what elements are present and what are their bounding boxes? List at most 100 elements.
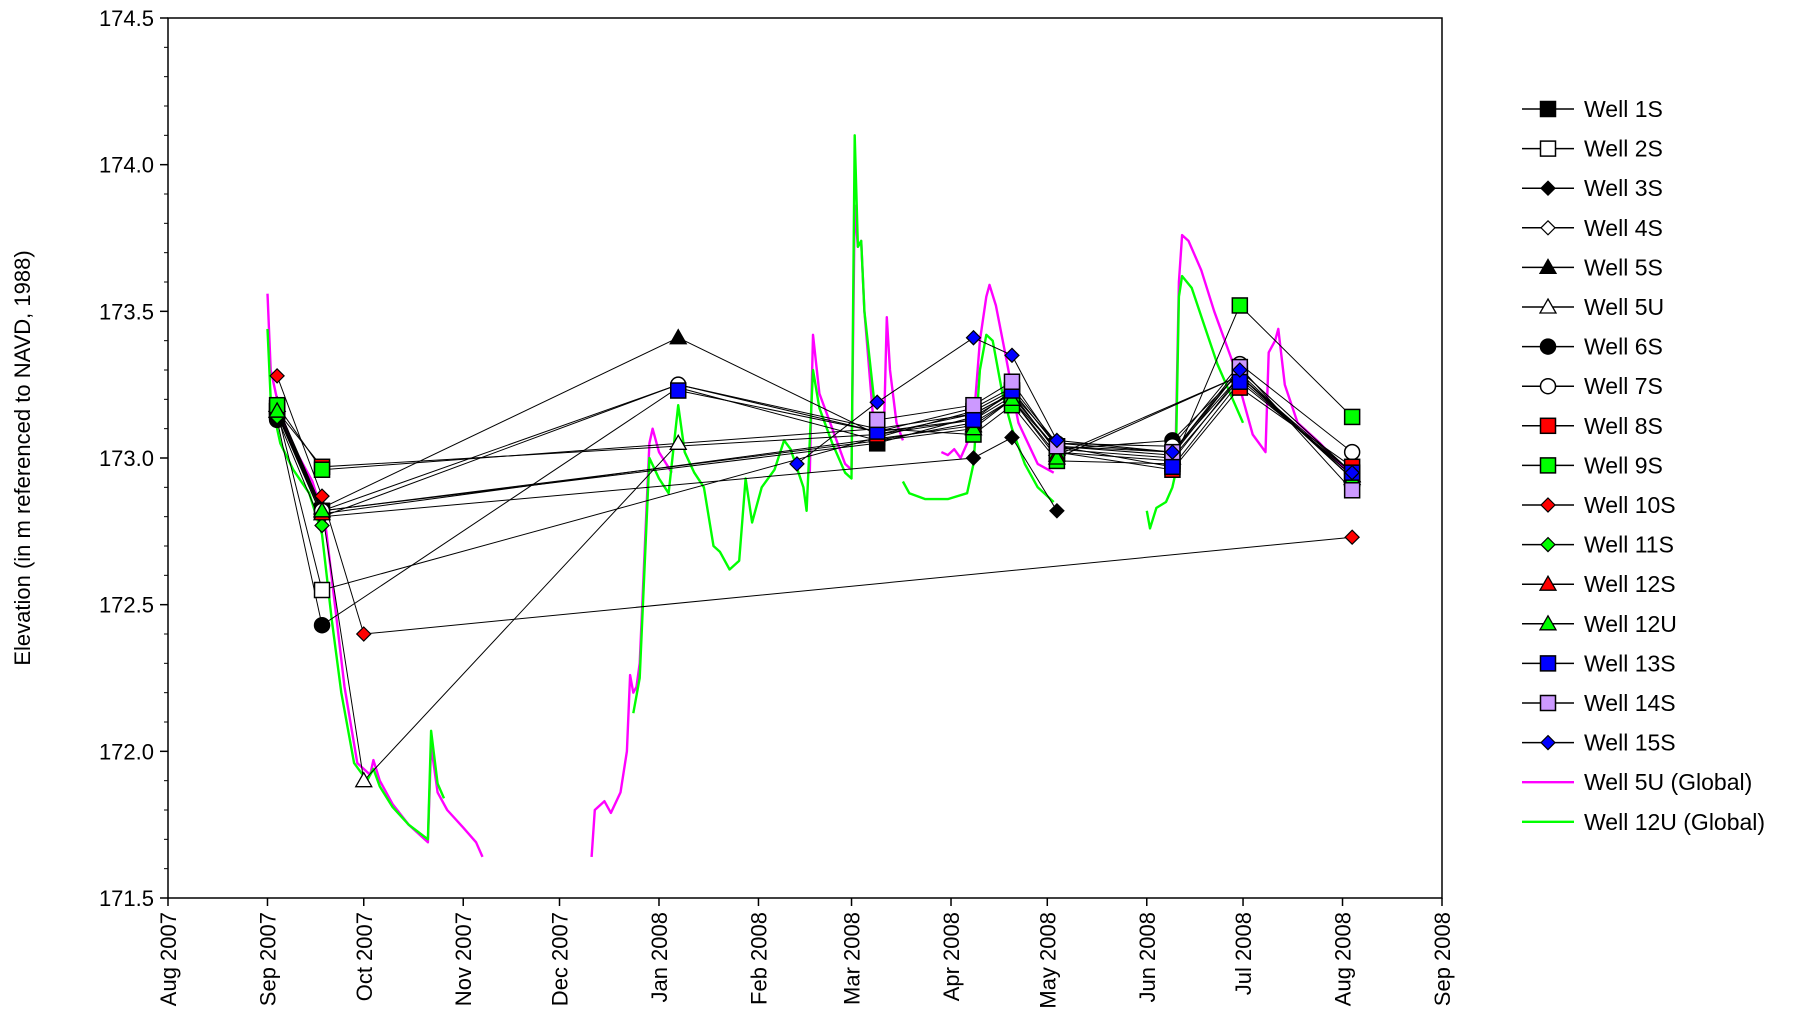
legend-item-well-5s: Well 5S bbox=[1522, 254, 1663, 280]
y-tick-label: 171.5 bbox=[99, 886, 154, 911]
legend-label: Well 3S bbox=[1584, 175, 1663, 201]
x-tick-label: Jun 2008 bbox=[1135, 912, 1160, 1003]
legend-label: Well 10S bbox=[1584, 492, 1676, 518]
series-line bbox=[901, 333, 1055, 503]
legend-label: Well 5U bbox=[1584, 294, 1664, 320]
data-point bbox=[269, 368, 285, 384]
data-point bbox=[669, 434, 688, 450]
x-tick-label: Apr 2008 bbox=[939, 912, 964, 1001]
legend-label: Well 11S bbox=[1584, 532, 1674, 558]
x-tick-label: Sep 2007 bbox=[255, 912, 280, 1006]
legend-item-well-7s: Well 7S bbox=[1522, 373, 1663, 399]
data-point bbox=[1049, 502, 1065, 519]
x-tick-label: May 2008 bbox=[1035, 912, 1060, 1009]
data-point bbox=[1343, 482, 1361, 499]
series-line bbox=[1145, 274, 1245, 530]
series-line bbox=[590, 427, 673, 857]
data-point bbox=[313, 581, 331, 599]
legend-item-well-10s: Well 10S bbox=[1522, 492, 1676, 518]
series-well-10s bbox=[276, 375, 1353, 635]
data-point bbox=[1231, 297, 1249, 314]
data-point bbox=[965, 329, 982, 346]
legend-label: Well 4S bbox=[1584, 215, 1663, 241]
legend-item-well-15s: Well 15S bbox=[1522, 730, 1676, 756]
x-tick-label: Oct 2007 bbox=[352, 912, 377, 1001]
legend-label: Well 9S bbox=[1584, 452, 1663, 478]
data-point bbox=[965, 396, 982, 414]
series-line bbox=[632, 134, 876, 714]
data-point bbox=[1344, 464, 1360, 481]
series-well-12s bbox=[276, 375, 1353, 515]
legend-item-well-14s: Well 14S bbox=[1522, 690, 1676, 716]
series-connector bbox=[276, 363, 1353, 512]
legend-item-well-5u: Well 5U bbox=[1522, 294, 1664, 320]
x-tick-label: Nov 2007 bbox=[451, 912, 476, 1006]
legend-label: Well 2S bbox=[1584, 136, 1663, 162]
series-connector bbox=[276, 375, 1353, 635]
legend-marker bbox=[1539, 694, 1557, 712]
legend-label: Well 8S bbox=[1584, 413, 1663, 439]
legend-marker bbox=[1539, 655, 1557, 672]
legend-marker bbox=[1539, 140, 1557, 157]
legend-item-well-11s: Well 11S bbox=[1522, 532, 1674, 558]
data-point bbox=[314, 517, 330, 534]
data-point bbox=[1344, 529, 1360, 546]
legend-label: Well 13S bbox=[1584, 650, 1676, 676]
series-connector bbox=[678, 380, 1353, 474]
x-tick-label: Dec 2007 bbox=[548, 912, 573, 1006]
x-tick-label: Mar 2008 bbox=[840, 912, 865, 1005]
legend-item-well-6s: Well 6S bbox=[1522, 334, 1663, 360]
data-point bbox=[354, 771, 373, 788]
y-tick-label: 174.0 bbox=[99, 153, 154, 178]
data-point bbox=[313, 616, 331, 634]
series-connector bbox=[276, 337, 1353, 509]
legend-label: Well 1S bbox=[1584, 96, 1663, 122]
legend-item-well-12u: Well 12U bbox=[1522, 611, 1677, 637]
legend-item-well-8s: Well 8S bbox=[1522, 413, 1663, 439]
markers-well-12u bbox=[267, 366, 1362, 518]
data-point bbox=[267, 401, 287, 418]
series-connector bbox=[276, 369, 1353, 591]
legend-label: Well 6S bbox=[1584, 334, 1663, 360]
data-point bbox=[789, 456, 805, 472]
x-tick-label: Jul 2008 bbox=[1231, 912, 1256, 995]
data-point bbox=[312, 501, 332, 518]
legend-marker bbox=[1538, 258, 1558, 275]
series-line bbox=[1168, 233, 1353, 474]
legend-marker bbox=[1540, 219, 1556, 236]
legend-item-well-12s: Well 12S bbox=[1522, 571, 1676, 597]
series-connector bbox=[796, 337, 1353, 474]
data-point bbox=[1231, 362, 1248, 378]
series-connector bbox=[276, 375, 1353, 515]
axes: 171.5 172.0 172.5 173.0 173.5 174.0 174.5 Aug 2… bbox=[99, 6, 1455, 1009]
markers-well-4s bbox=[269, 368, 1360, 525]
data-point bbox=[1343, 408, 1361, 426]
series-well-5s bbox=[276, 337, 1353, 509]
data-point bbox=[1004, 347, 1020, 364]
legend: Well 1S Well 2S Well 3S Well 4S Well 5S Well … bbox=[1522, 96, 1765, 835]
legend-label: Well 12S bbox=[1584, 571, 1676, 597]
legend-marker bbox=[1539, 100, 1557, 118]
data-point bbox=[869, 394, 886, 411]
data-point bbox=[965, 450, 982, 466]
data-point bbox=[313, 461, 331, 478]
legend-marker bbox=[1540, 734, 1556, 751]
legend-label: Well 12U bbox=[1584, 611, 1677, 637]
y-tick-label: 172.5 bbox=[99, 593, 154, 618]
x-tick-label: Aug 2007 bbox=[156, 912, 181, 1006]
legend-item-well-9s: Well 9S bbox=[1522, 452, 1663, 478]
legend-marker bbox=[1538, 614, 1558, 631]
y-tick-label: 173.0 bbox=[99, 446, 154, 471]
series-connector bbox=[276, 405, 679, 782]
y-axis-title: Elevation (in m referenced to NAVD, 1988… bbox=[10, 250, 35, 665]
series-well-15s bbox=[796, 337, 1353, 474]
legend-marker bbox=[1539, 417, 1557, 435]
legend-item-well-4s: Well 4S bbox=[1522, 215, 1663, 241]
legend-item-well-2s: Well 2S bbox=[1522, 136, 1663, 162]
data-point bbox=[965, 411, 982, 429]
data-point bbox=[1003, 373, 1021, 390]
data-point bbox=[868, 411, 886, 429]
legend-marker bbox=[1538, 574, 1558, 591]
